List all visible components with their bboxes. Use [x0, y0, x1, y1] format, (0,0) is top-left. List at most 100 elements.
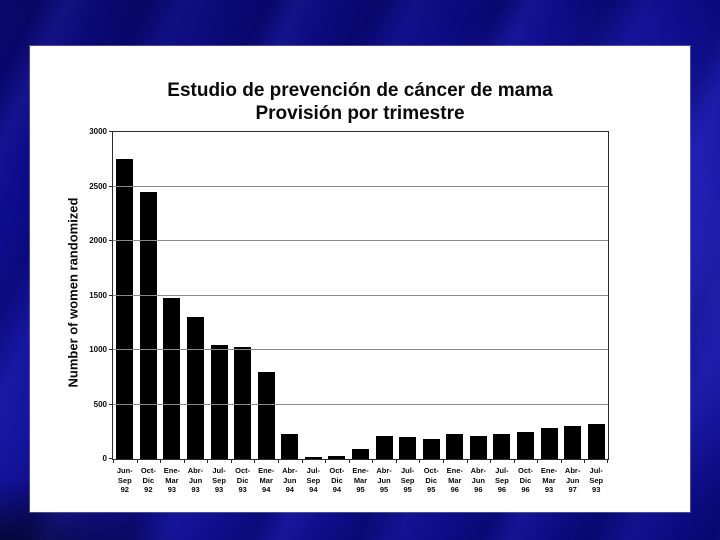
x-tick-label-Ene-Mar 96: Ene- Mar 96: [440, 466, 470, 495]
y-tick-mark-500: [109, 403, 113, 405]
bar-Jul-Sep 96: [493, 434, 511, 459]
x-tick-label-Jul-Sep 93: Jul- Sep 93: [204, 466, 234, 495]
x-tick-label-line: 93: [544, 485, 554, 494]
x-tick-label-Abr-Jun 96: Abr- Jun 96: [464, 466, 494, 495]
x-tick-label-line: Dic: [331, 475, 343, 485]
y-tick-mark-0: [109, 458, 113, 459]
x-tick-label-line: Jul-: [589, 466, 603, 475]
x-tick-label-Ene-Mar 93: Ene- Mar 93: [157, 466, 187, 495]
x-tick-label-line: 92: [144, 485, 153, 494]
x-tick-label-line: Dic: [236, 475, 249, 485]
x-tick-mark-6: [254, 459, 256, 463]
bar-Ene-Mar 93: [540, 428, 558, 459]
x-tick-label-line: 92: [120, 485, 129, 494]
x-tick-label-Ene-Mar 93: Ene- Mar 93: [534, 466, 564, 495]
x-tick-label-line: Jun: [283, 475, 297, 485]
chart-title-line2: Provisión por trimestre: [255, 103, 465, 124]
bar-Jun-Sep 92: [116, 159, 134, 459]
x-tick-label-line: 93: [214, 485, 224, 494]
x-tick-label-line: 95: [356, 485, 365, 494]
plot-area: 0 500 1000 1500 2000 2500 3000 Jun- Sep 92 Oct- Dic…: [89, 128, 609, 494]
x-tick-label-line: Jun: [565, 475, 580, 485]
x-tick-label-line: Jun: [471, 475, 486, 485]
chart-panel: Estudio de prevención de cáncer de mama …: [30, 46, 690, 512]
x-tick-label-line: 94: [332, 485, 342, 494]
y-tick-mark-2500: [109, 185, 113, 187]
gridline-1500: [113, 294, 608, 296]
x-tick-mark-8: [301, 459, 303, 463]
x-tick-label-line: 94: [262, 485, 271, 494]
y-tick-label-3000: 3000: [89, 127, 107, 136]
x-tick-label-line: Jul-: [495, 466, 509, 475]
x-tick-label-Abr-Jun 95: Abr- Jun 95: [369, 466, 399, 495]
x-tick-label-line: Jun: [188, 475, 203, 485]
bar-Ene-Mar 96: [446, 433, 464, 459]
x-tick-mark-7: [278, 459, 279, 463]
x-tick-label-Abr-Jun 97: Abr- Jun 97: [558, 466, 588, 495]
bar-Ene-Mar 94: [257, 371, 275, 459]
bar-Jul-Sep 93: [587, 424, 605, 459]
bar-Ene-Mar 93: [163, 297, 181, 459]
x-tick-label-line: 94: [309, 485, 318, 494]
x-tick-label-line: 93: [167, 485, 177, 494]
bar-Jul-Sep 94: [304, 456, 322, 459]
x-tick-label-line: Mar: [259, 475, 273, 485]
x-tick-mark-3: [183, 459, 185, 463]
bar-Oct-Dic 92: [139, 191, 157, 459]
x-tick-label-line: Mar: [448, 475, 462, 485]
x-tick-label-line: 96: [474, 485, 483, 494]
x-tick-mark-13: [419, 459, 421, 463]
x-tick-label-line: Oct-: [140, 466, 156, 475]
x-tick-label-Oct-Dic 93: Oct- Dic 93: [228, 466, 258, 495]
x-tick-label-line: 96: [450, 485, 459, 494]
bar-Abr-Jun 93: [187, 317, 204, 459]
x-tick-label-line: 93: [191, 485, 200, 494]
x-tick-label-Oct-Dic 95: Oct- Dic 95: [416, 466, 446, 495]
x-tick-mark-18: [537, 459, 539, 463]
y-tick-label-500: 500: [93, 399, 107, 409]
x-tick-mark-4: [207, 459, 209, 463]
gridline-500: [113, 403, 608, 405]
bar-Oct-Dic 95: [422, 438, 440, 459]
bar-Jul-Sep 95: [399, 437, 417, 459]
gridline-1000: [113, 349, 608, 350]
x-tick-mark-15: [466, 459, 468, 463]
bar-Oct-Dic 93: [234, 346, 252, 459]
x-tick-mark-12: [395, 459, 397, 463]
x-tick-mark-2: [160, 459, 162, 463]
x-tick-label-line: Oct-: [329, 466, 345, 475]
x-tick-mark-11: [372, 459, 374, 463]
x-tick-label-Jul-Sep 96: Jul- Sep 96: [487, 466, 517, 495]
y-tick-label-1000: 1000: [89, 345, 107, 354]
x-tick-label-line: Jul-: [212, 466, 226, 475]
x-tick-label-line: Oct-: [235, 466, 251, 475]
x-tick-label-line: Abr-: [470, 466, 487, 475]
bar-Ene-Mar 95: [352, 448, 369, 459]
x-tick-label-line: Mar: [542, 475, 556, 485]
x-tick-label-Jul-Sep 94: Jul- Sep 94: [299, 466, 329, 495]
x-tick-label-line: Sep: [117, 475, 132, 485]
bar-Jul-Sep 93: [210, 344, 228, 459]
x-tick-label-Oct-Dic 96: Oct- Dic 96: [511, 466, 541, 495]
x-tick-label-line: Jun: [377, 475, 391, 485]
y-tick-label-0: 0: [102, 454, 107, 463]
x-tick-label-line: Ene-: [352, 466, 369, 475]
x-tick-label-line: Ene-: [446, 466, 463, 475]
x-tick-label-line: Sep: [400, 475, 415, 485]
bar-Oct-Dic 94: [328, 455, 346, 459]
gridline-2500: [113, 185, 608, 187]
x-tick-label-line: Sep: [212, 475, 226, 485]
x-tick-mark-19: [560, 459, 562, 463]
x-tick-label-line: Dic: [425, 475, 438, 485]
x-tick-label-Jun-Sep 92: Jun- Sep 92: [110, 466, 140, 495]
x-tick-label-Abr-Jun 94: Abr- Jun 94: [275, 466, 305, 495]
x-tick-label-line: Dic: [142, 475, 155, 485]
x-tick-label-line: Ene-: [540, 466, 558, 475]
y-tick-mark-3000: [109, 131, 113, 132]
chart-title: Estudio de prevención de cáncer de mama …: [30, 79, 690, 125]
x-tick-label-line: Sep: [306, 475, 321, 485]
x-tick-label-line: Sep: [495, 475, 509, 485]
x-tick-label-Oct-Dic 94: Oct- Dic 94: [322, 466, 352, 495]
bar-Abr-Jun 94: [281, 434, 299, 459]
y-tick-mark-1500: [109, 294, 113, 296]
